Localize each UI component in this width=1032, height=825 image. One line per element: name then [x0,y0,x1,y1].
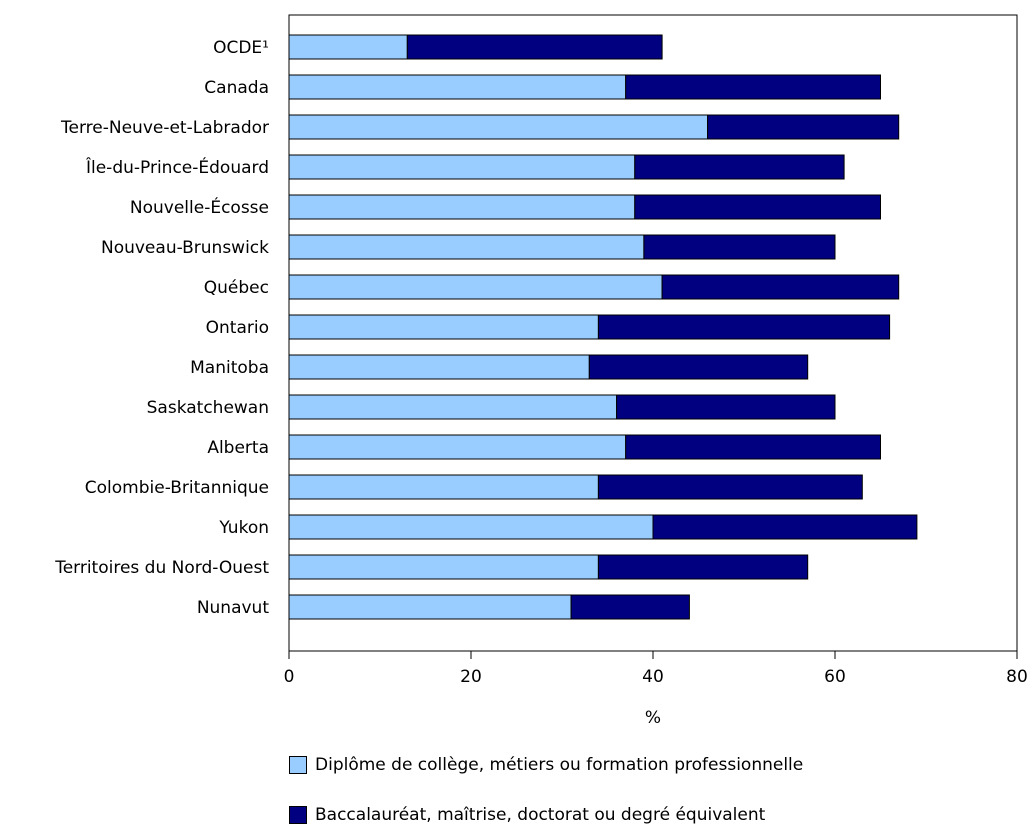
bar-bachelor-9 [616,394,836,420]
x-axis-title: % [645,708,661,728]
category-label: Île-du-Prince-Édouard [85,156,269,178]
bar-bachelor-10 [625,434,882,460]
bar-bachelor-3 [634,154,845,180]
legend-swatch-college [289,756,307,774]
category-label: Territoires du Nord-Ouest [54,558,269,578]
category-label: Canada [204,78,269,98]
category-label: Québec [204,278,269,298]
category-label: Nouveau-Brunswick [101,238,269,258]
bar-college-9 [288,394,618,420]
x-tick-label: 60 [824,667,846,687]
bar-college-0 [288,34,408,60]
bar-college-2 [288,114,709,140]
x-tick-label: 80 [1006,667,1028,687]
bar-bachelor-2 [707,114,900,140]
chart-canvas: OCDE¹ Canada Terre-Neuve-et-Labrador Île-du… [54,14,1028,728]
x-tick-label: 0 [284,667,295,687]
category-label: Alberta [207,438,269,458]
category-label: Saskatchewan [147,398,269,418]
bar-bachelor-6 [661,274,900,300]
bar-bachelor-11 [597,474,863,500]
bar-bachelor-4 [634,194,881,220]
bar-bachelor-14 [570,594,690,620]
category-label: Manitoba [190,358,269,378]
bar-college-3 [288,154,636,180]
bar-college-11 [288,474,599,500]
category-label: OCDE¹ [213,38,269,58]
bar-bachelor-1 [625,74,882,100]
category-label: Yukon [218,518,269,538]
legend-swatch-bachelor [289,806,307,824]
x-tick-label: 20 [460,667,482,687]
bar-bachelor-7 [597,314,891,340]
bar-college-6 [288,274,663,300]
bar-college-7 [288,314,599,340]
bar-college-12 [288,514,654,540]
category-label: Colombie-Britannique [85,478,269,498]
bar-bachelor-12 [652,514,918,540]
legend-item-college: Diplôme de collège, métiers ou formation… [289,755,803,775]
bar-bachelor-13 [597,554,809,580]
bar-college-4 [288,194,636,220]
category-label: Nouvelle-Écosse [130,196,269,218]
bar-college-14 [288,594,572,620]
legend-item-bachelor: Baccalauréat, maîtrise, doctorat ou degr… [289,805,765,825]
plot-area: OCDE¹ Canada Terre-Neuve-et-Labrador Île-du… [54,14,1028,687]
bar-bachelor-5 [643,234,836,260]
bar-bachelor-0 [406,34,663,60]
bar-bachelor-8 [588,354,809,380]
bar-college-1 [288,74,627,100]
bar-college-13 [288,554,599,580]
category-label: Ontario [206,318,269,338]
bar-college-10 [288,434,627,460]
bar-college-8 [288,354,590,380]
legend-label-college: Diplôme de collège, métiers ou formation… [315,755,804,775]
bar-college-5 [288,234,645,260]
x-tick-label: 40 [642,667,664,687]
legend-label-bachelor: Baccalauréat, maîtrise, doctorat ou degr… [315,805,766,825]
category-label: Terre-Neuve-et-Labrador [60,118,269,138]
category-label: Nunavut [197,598,270,618]
